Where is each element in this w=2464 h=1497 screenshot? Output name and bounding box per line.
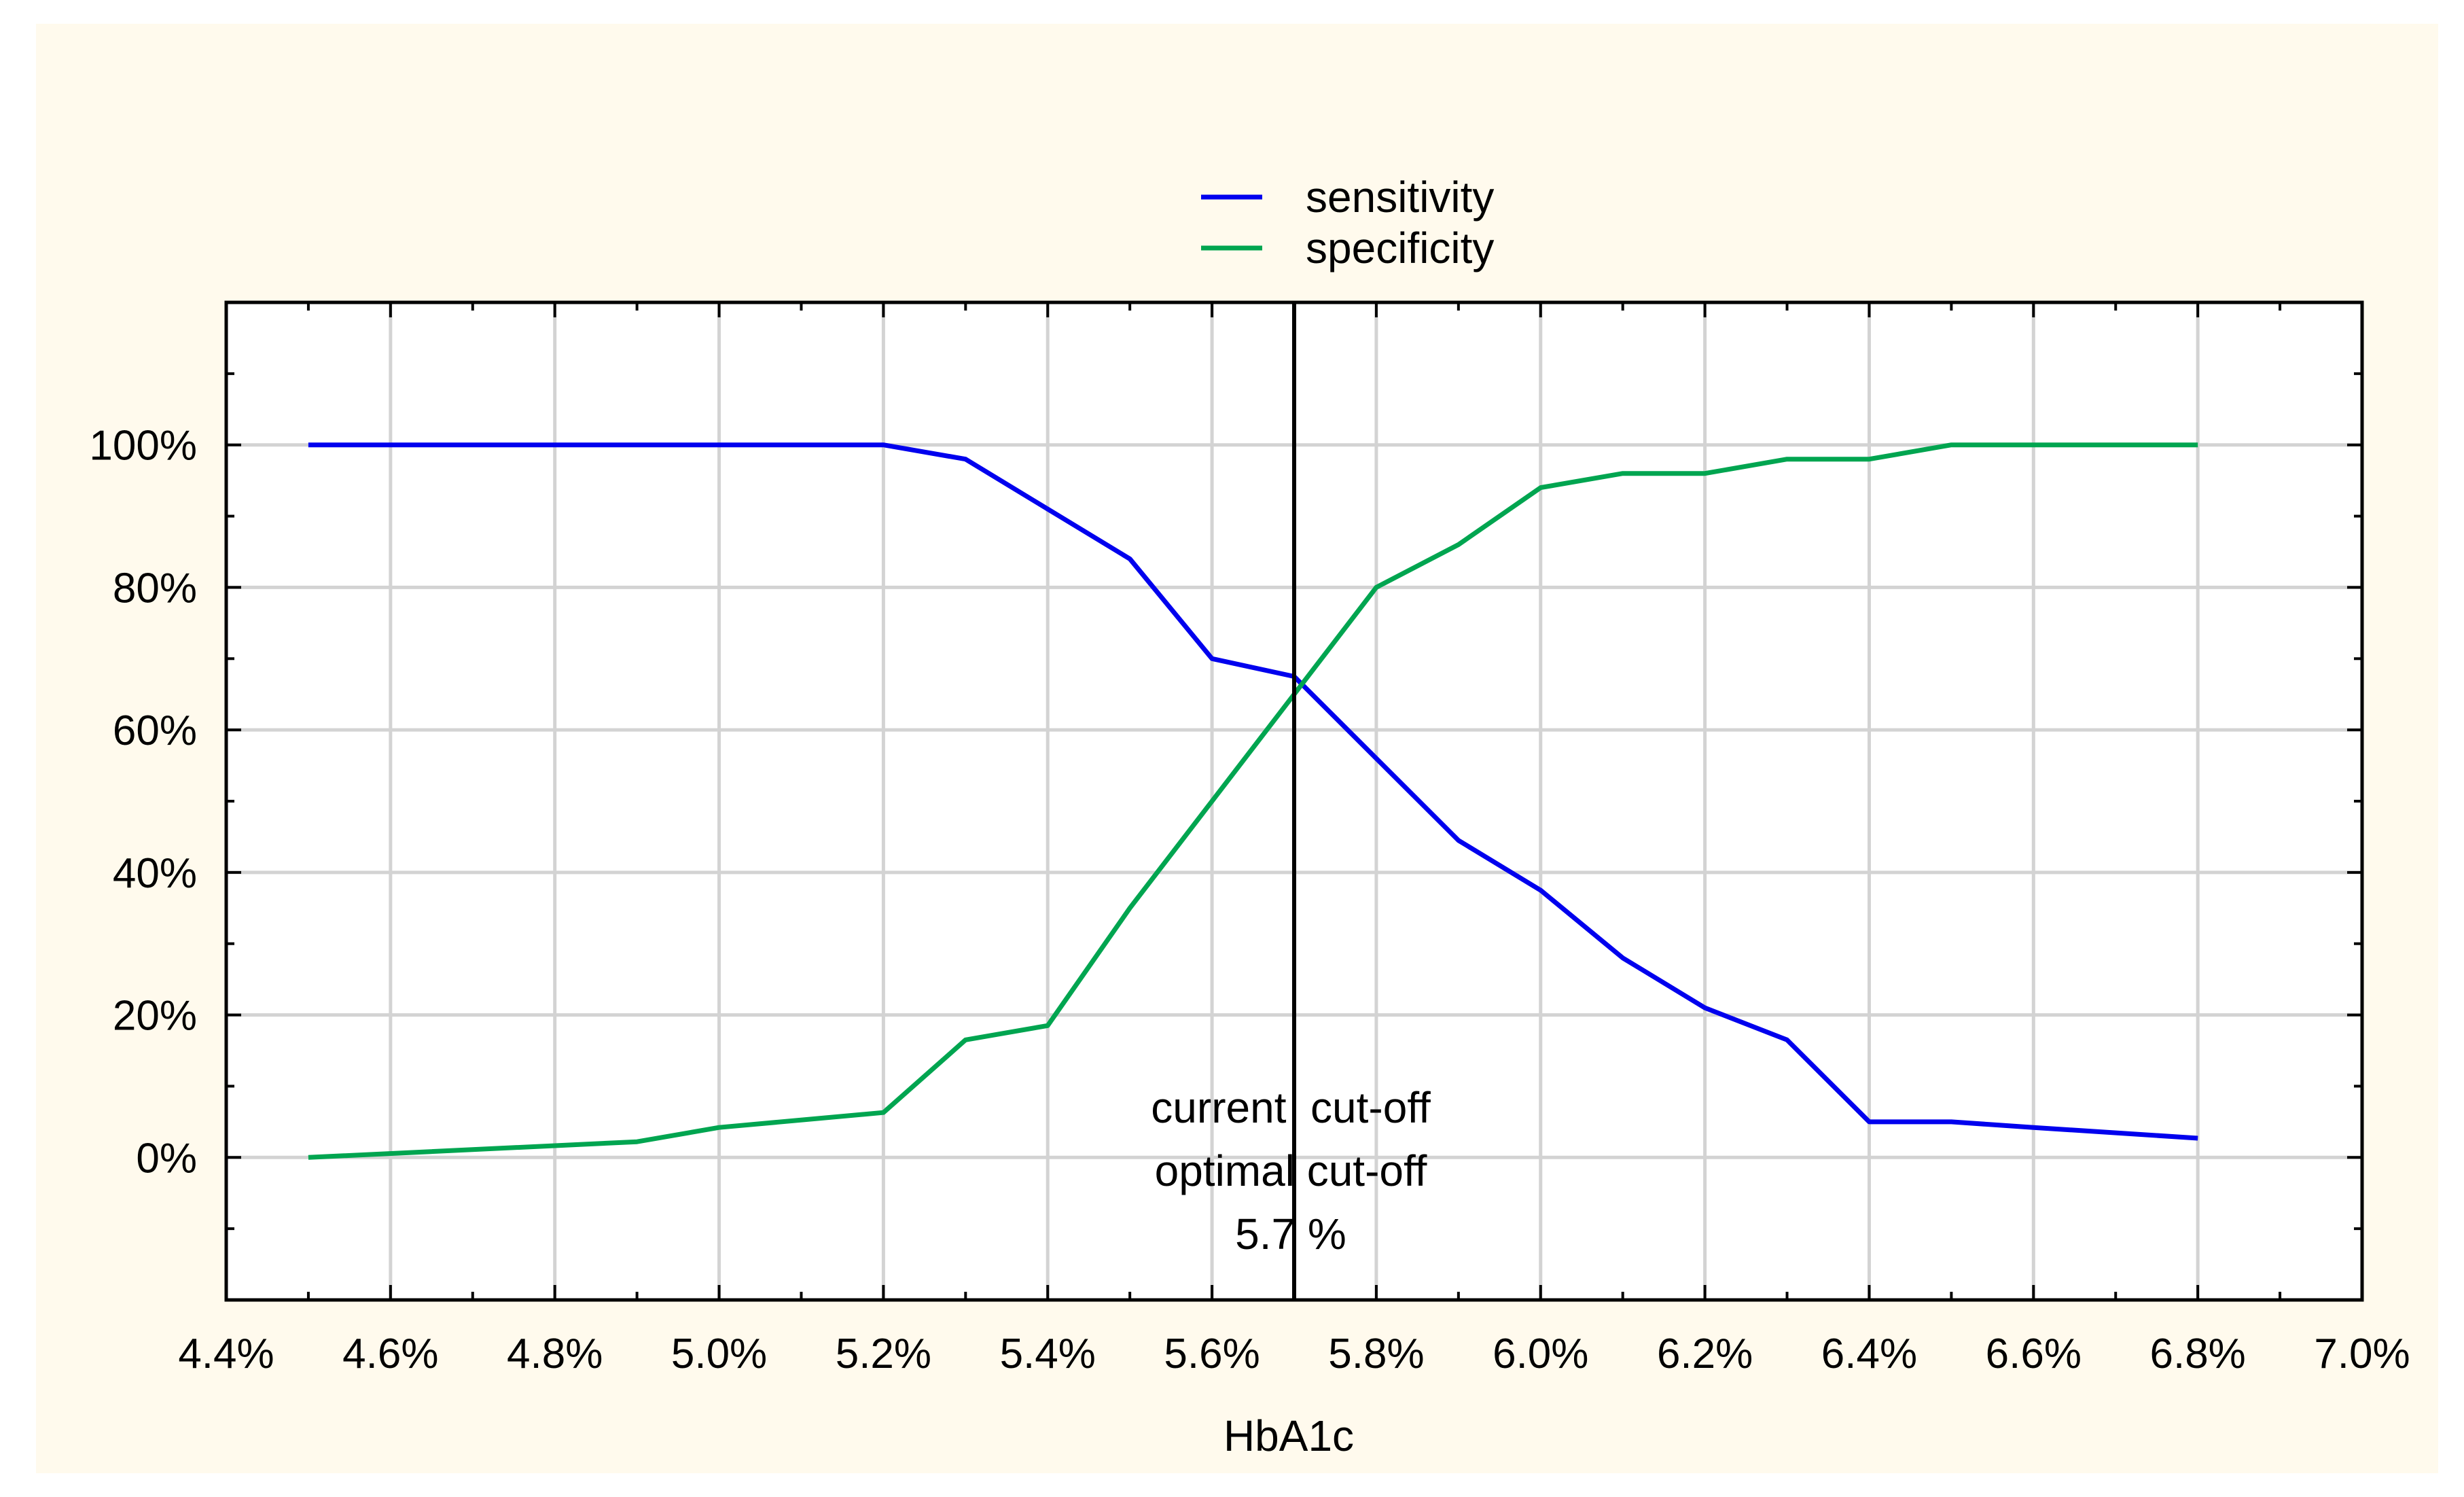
axis-ticks — [225, 301, 2363, 1301]
y-tick-label: 20% — [113, 993, 197, 1040]
x-tick-label: 4.4% — [178, 1331, 274, 1377]
series-line-sensitivity — [308, 442, 2198, 1141]
legend-label-sensitivity: sensitivity — [1306, 173, 1494, 222]
series-lines — [308, 442, 2198, 1160]
x-tick-label: 6.2% — [1657, 1331, 1753, 1377]
series-line-specificity — [308, 442, 2198, 1160]
x-tick-label: 4.8% — [507, 1331, 603, 1377]
x-tick-label: 4.6% — [342, 1331, 438, 1377]
y-tick-label: 60% — [113, 707, 197, 754]
x-tick-label: 6.0% — [1493, 1331, 1588, 1377]
grid — [226, 302, 2362, 1300]
y-tick-label: 80% — [113, 565, 197, 612]
x-tick-label: 5.4% — [1000, 1331, 1096, 1377]
y-tick-label: 100% — [89, 423, 197, 470]
x-tick-label: 5.6% — [1164, 1331, 1260, 1377]
cutoff-annotation-line: 5.7 % — [1235, 1210, 1346, 1258]
y-axis-tick-labels: 0% 20% 40% 60% 80% 100% — [89, 423, 197, 1182]
x-tick-label: 5.2% — [836, 1331, 931, 1377]
x-axis-tick-labels: 4.4% 4.6% 4.8% 5.0% 5.2% 5.4% 5.6% 5.8% 6.0% 6.2%… — [178, 1331, 2410, 1377]
x-tick-label: 7.0% — [2314, 1331, 2410, 1377]
cutoff-annotation-line: current cut-off — [1151, 1083, 1431, 1132]
x-axis-label: HbA1c — [1224, 1411, 1354, 1460]
x-tick-label: 6.4% — [1821, 1331, 1917, 1377]
x-tick-label: 5.8% — [1328, 1331, 1424, 1377]
y-tick-label: 40% — [113, 850, 197, 897]
x-tick-label: 5.0% — [671, 1331, 767, 1377]
cutoff-annotation-line: optimal cut-off — [1155, 1146, 1427, 1195]
y-tick-label: 0% — [136, 1135, 197, 1182]
cutoff-annotation: current cut-off optimal cut-off 5.7 % — [1151, 1083, 1431, 1258]
x-tick-label: 6.8% — [2149, 1331, 2245, 1377]
x-tick-label: 6.6% — [1986, 1331, 2082, 1377]
legend-label-specificity: specificity — [1306, 224, 1494, 272]
